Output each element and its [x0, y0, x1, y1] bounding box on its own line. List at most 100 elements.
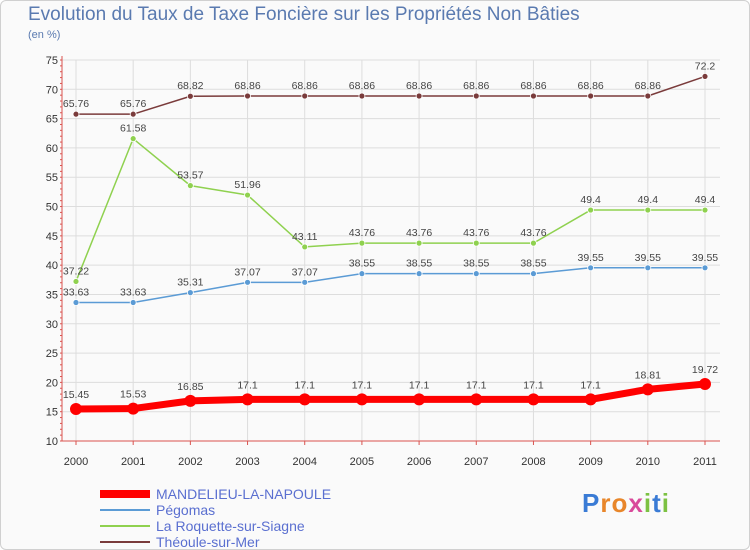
data-label: 37.22 — [63, 265, 89, 277]
data-point — [641, 383, 654, 396]
axes: 10 15 20 25 30 35 40 45 50 55 60 65 70 75 2000 2001 2002… — [46, 55, 720, 468]
x-tick-label: 2000 — [64, 456, 88, 468]
data-point — [72, 299, 80, 306]
data-point — [587, 92, 595, 100]
data-label: 38.55 — [463, 258, 489, 270]
series-line — [76, 75, 706, 115]
data-label: 43.76 — [406, 227, 432, 239]
y-tick-label: 55 — [46, 172, 58, 184]
data-point — [72, 110, 80, 118]
data-label: 43.76 — [349, 227, 375, 239]
data-label: 17.1 — [580, 379, 601, 391]
y-tick-label: 25 — [46, 348, 58, 360]
y-tick-label: 35 — [46, 289, 58, 301]
y-tick-label: 60 — [46, 143, 58, 155]
data-label: 68.86 — [292, 80, 318, 92]
data-label: 33.63 — [63, 286, 89, 298]
data-label: 17.1 — [295, 379, 316, 391]
data-label: 68.86 — [406, 80, 432, 92]
x-tick-label: 2010 — [636, 456, 660, 468]
series-line — [75, 137, 705, 282]
data-label: 39.55 — [577, 252, 603, 264]
y-tick-label: 50 — [46, 202, 58, 214]
series-group — [70, 73, 711, 416]
data-point — [530, 239, 537, 247]
data-label: 68.82 — [177, 80, 203, 92]
data-point — [186, 182, 194, 190]
legend-swatch — [100, 490, 150, 498]
data-point — [415, 92, 423, 100]
data-point — [644, 264, 652, 272]
data-point — [530, 270, 537, 278]
legend-swatch — [100, 509, 150, 511]
data-point — [301, 243, 309, 251]
x-tick-label: 2007 — [464, 456, 488, 468]
data-point — [415, 239, 423, 247]
data-point — [587, 206, 595, 214]
data-point — [298, 393, 311, 406]
data-label: 17.1 — [466, 379, 487, 391]
y-tick-label: 20 — [46, 377, 58, 389]
x-tick-label: 2008 — [521, 456, 545, 468]
y-tick-label: 65 — [46, 114, 58, 126]
grid — [62, 59, 720, 442]
data-label: 37.07 — [292, 266, 318, 278]
y-tick-label: 75 — [46, 55, 58, 67]
series-line — [75, 380, 706, 413]
legend-label: La Roquette-sur-Siagne — [156, 518, 305, 534]
brand-letter: P — [582, 488, 601, 518]
data-point — [358, 92, 366, 100]
data-point — [587, 264, 595, 272]
y-tick-label: 45 — [46, 231, 58, 243]
y-tick-label: 30 — [46, 319, 58, 331]
data-point — [244, 278, 251, 286]
data-point — [644, 92, 652, 100]
series-line — [76, 267, 705, 304]
data-label: 18.81 — [635, 369, 661, 381]
data-point — [127, 402, 140, 415]
data-label: 43.11 — [292, 231, 318, 243]
x-tick-label: 2006 — [407, 456, 431, 468]
data-point — [70, 403, 82, 416]
y-tick-label: 15 — [46, 407, 58, 419]
data-label: 49.4 — [580, 194, 601, 206]
data-point — [472, 270, 480, 278]
data-point — [355, 393, 368, 406]
data-label: 35.31 — [177, 277, 203, 289]
data-label: 15.45 — [63, 389, 89, 401]
data-point — [584, 393, 597, 406]
y-tick-label: 10 — [46, 436, 58, 448]
data-point — [701, 264, 709, 272]
data-label: 33.63 — [120, 286, 146, 298]
chart-title: Evolution du Taux de Taxe Foncière sur l… — [28, 4, 580, 25]
data-point — [72, 278, 80, 285]
data-point — [701, 73, 709, 80]
data-label: 65.76 — [63, 98, 89, 110]
data-point — [358, 239, 366, 247]
brand-letter: x — [628, 488, 644, 518]
unit-label: (en %) — [28, 29, 61, 41]
brand-letter: r — [600, 488, 612, 518]
data-point — [301, 92, 309, 100]
data-point — [244, 191, 251, 199]
data-label: 68.86 — [577, 80, 603, 92]
data-point — [241, 393, 254, 406]
data-point — [472, 239, 480, 247]
brand-letter: i — [661, 488, 670, 518]
data-label: 68.86 — [463, 80, 489, 92]
data-label: 68.86 — [349, 80, 375, 92]
data-label: 38.55 — [406, 258, 432, 270]
data-label: 43.76 — [463, 227, 489, 239]
x-tick-label: 2004 — [292, 456, 316, 468]
data-label: 17.1 — [237, 379, 258, 391]
x-tick-label: 2003 — [235, 456, 259, 468]
x-tick-label: 2001 — [121, 456, 145, 468]
data-label: 53.57 — [177, 170, 203, 182]
data-point — [358, 270, 366, 278]
data-label: 61.58 — [120, 123, 146, 135]
data-label: 65.76 — [120, 98, 146, 110]
data-label: 49.4 — [638, 194, 659, 206]
data-label: 39.55 — [635, 252, 661, 264]
